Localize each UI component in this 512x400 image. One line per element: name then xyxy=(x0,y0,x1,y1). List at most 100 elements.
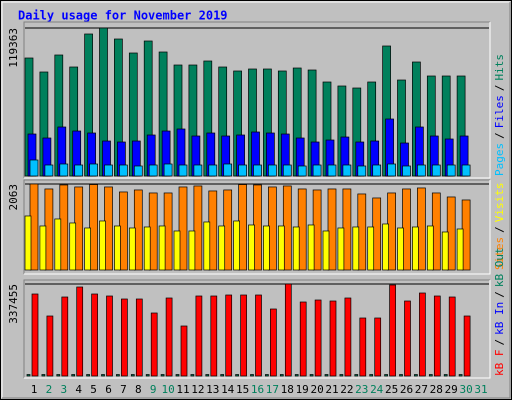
bar xyxy=(284,283,292,377)
bar xyxy=(240,294,247,377)
bar xyxy=(203,221,211,271)
bar xyxy=(402,165,411,177)
x-tick-label: 28 xyxy=(430,383,443,396)
bar xyxy=(178,186,188,271)
y-tick-label: 2063 xyxy=(7,184,20,211)
bar xyxy=(233,220,240,271)
chart-title: Daily usage for November 2019 xyxy=(18,9,228,23)
bar xyxy=(145,374,150,377)
bar xyxy=(417,164,426,177)
bar xyxy=(369,374,374,377)
bar xyxy=(456,228,464,271)
bar xyxy=(327,164,337,177)
bar xyxy=(220,374,225,377)
legend-entry: Files xyxy=(493,95,506,128)
x-tick-label: 26 xyxy=(400,383,413,396)
legend-separator: / xyxy=(493,132,506,139)
bar xyxy=(190,374,195,377)
bar xyxy=(374,317,382,377)
bar xyxy=(44,164,54,177)
x-tick-label: 27 xyxy=(415,383,428,396)
bar xyxy=(253,164,262,177)
bar xyxy=(282,164,292,177)
x-tick-label: 19 xyxy=(296,383,309,396)
legend: Sites / Visits xyxy=(493,183,506,271)
bar xyxy=(114,225,121,271)
bar xyxy=(148,164,158,177)
bar xyxy=(165,297,173,377)
panel-bevel xyxy=(23,179,490,274)
bar xyxy=(263,225,270,271)
x-tick-label: 15 xyxy=(236,383,249,396)
panel-bevel xyxy=(23,279,490,378)
bar xyxy=(270,308,277,377)
bar xyxy=(352,226,360,271)
bar xyxy=(69,222,77,271)
bar xyxy=(255,294,262,377)
bar xyxy=(218,225,226,271)
bar xyxy=(74,164,84,177)
bar xyxy=(158,225,166,271)
bar xyxy=(382,223,389,271)
bar xyxy=(314,299,322,377)
x-tick-label: 22 xyxy=(340,383,353,396)
legend-entry: Sites xyxy=(493,237,506,270)
bar xyxy=(238,164,247,177)
bar xyxy=(205,374,210,377)
bar xyxy=(29,159,39,177)
bar xyxy=(431,164,441,177)
bar xyxy=(357,165,367,177)
bar xyxy=(448,296,456,377)
bar xyxy=(279,374,284,377)
bar xyxy=(322,230,330,271)
bar xyxy=(297,165,307,177)
y-tick-label: 119363 xyxy=(7,28,20,68)
bar xyxy=(404,300,411,377)
bar xyxy=(443,374,448,377)
legend-entry: kB Out xyxy=(493,247,506,287)
legend-separator: / xyxy=(493,226,506,233)
x-tick-label: 4 xyxy=(75,383,82,396)
bar xyxy=(268,164,277,177)
bar xyxy=(387,163,396,177)
x-tick-label: 29 xyxy=(445,383,458,396)
bar xyxy=(99,220,106,271)
bar xyxy=(342,164,352,177)
bar xyxy=(265,374,269,377)
legend-entry: kB F xyxy=(493,350,506,377)
x-tick-label: 25 xyxy=(385,383,398,396)
bar xyxy=(389,284,396,377)
bar xyxy=(359,317,367,377)
bar xyxy=(339,374,344,377)
bar xyxy=(367,226,375,271)
bar xyxy=(71,374,76,377)
bar xyxy=(428,374,433,377)
x-tick-label: 6 xyxy=(105,383,112,396)
bar xyxy=(441,231,449,271)
bar xyxy=(150,312,158,377)
bar xyxy=(248,224,255,271)
x-tick-label: 11 xyxy=(176,383,189,396)
bar xyxy=(61,296,69,377)
y-tick-label: 337455 xyxy=(7,284,20,324)
bar xyxy=(463,315,471,377)
bar xyxy=(292,226,300,271)
x-tick-label: 9 xyxy=(150,383,157,396)
bar xyxy=(143,226,151,271)
bar xyxy=(86,374,90,377)
panel-bevel xyxy=(23,21,490,178)
bar xyxy=(193,164,203,177)
bar xyxy=(128,227,136,271)
legend: kB F / kB In / kB Out xyxy=(493,247,506,376)
bar xyxy=(175,374,180,377)
x-tick-label: 12 xyxy=(191,383,204,396)
bar xyxy=(89,163,98,177)
x-tick-label: 1 xyxy=(31,383,38,396)
bar xyxy=(250,374,254,377)
bar xyxy=(419,292,426,377)
bar xyxy=(104,164,113,177)
panel-bevel xyxy=(24,180,491,275)
